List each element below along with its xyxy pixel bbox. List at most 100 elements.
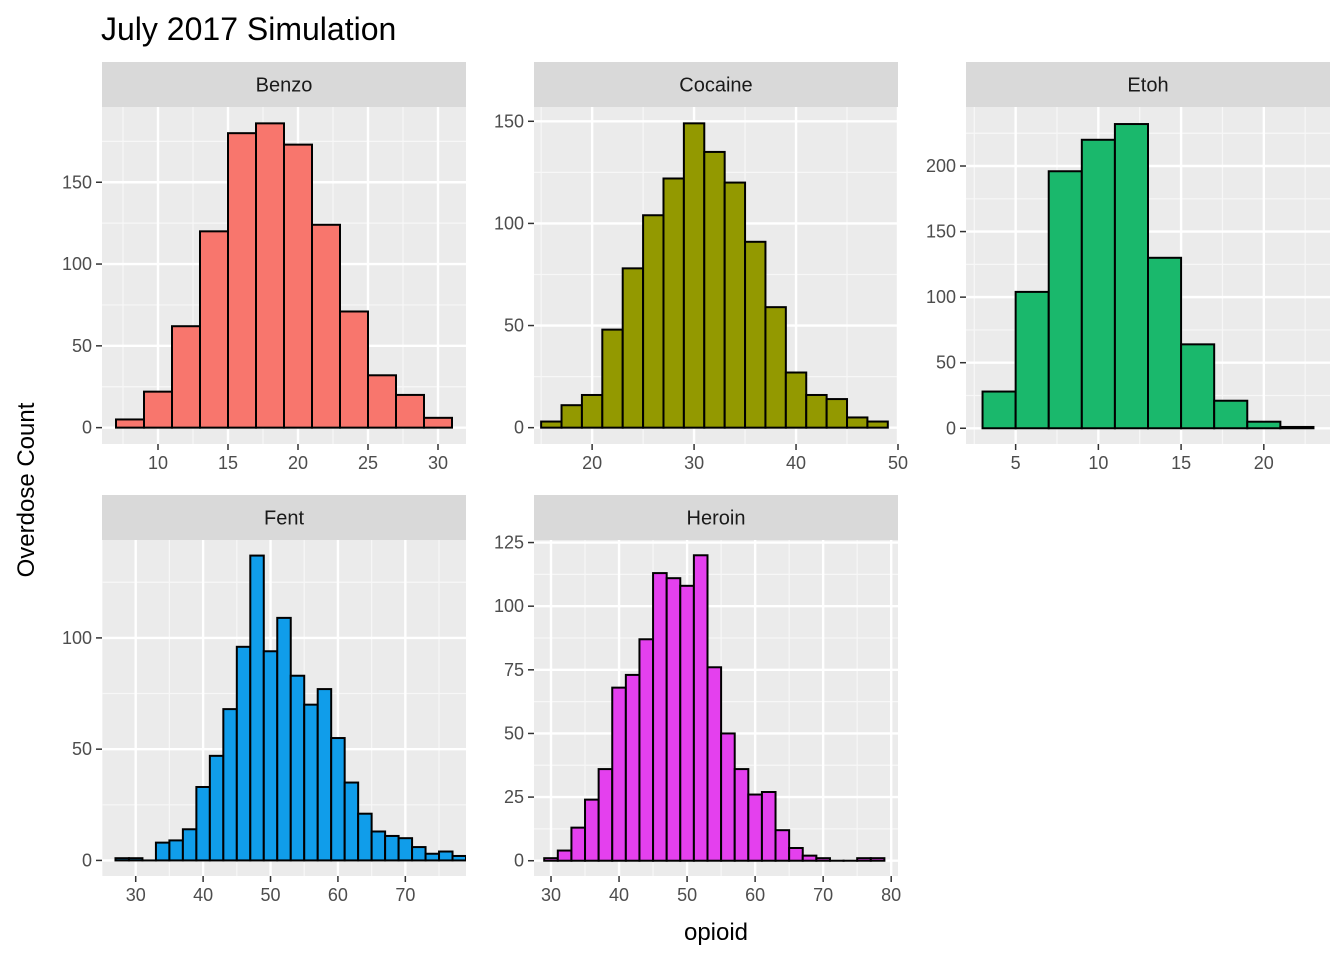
x-tick-label: 40 [786, 453, 806, 473]
y-tick-label: 100 [62, 628, 92, 648]
x-tick-label: 80 [881, 885, 901, 905]
strip-label-fent: Fent [264, 508, 304, 530]
histogram-bar-fent [114, 857, 130, 862]
histogram-bar-heroin [597, 768, 614, 862]
histogram-bar-fent [303, 703, 319, 862]
y-tick-label: 0 [514, 418, 524, 438]
x-tick-label: 20 [582, 453, 602, 473]
x-tick-label: 10 [1088, 453, 1108, 473]
histogram-bar-benzo [283, 143, 313, 429]
x-tick-label: 40 [609, 885, 629, 905]
y-tick-label: 50 [504, 316, 524, 336]
strip-heroin [534, 495, 898, 540]
histogram-bar-heroin [679, 584, 695, 862]
histogram-bar-etoh [1080, 138, 1116, 430]
histogram-bar-fent [262, 650, 279, 862]
histogram-bar-heroin [543, 857, 559, 862]
x-tick-label: 40 [193, 885, 213, 905]
axes-etoh: 0 50 100 150 200 5 10 15 20 [926, 156, 1274, 473]
panel-heroin: Heroin 0 25 50 75 100 125 30 40 50 60 70 80 [494, 495, 901, 905]
histogram-bar-cocaine [703, 150, 726, 429]
histogram-bar-heroin [638, 638, 655, 862]
strip-label-etoh: Etoh [1127, 75, 1168, 97]
y-tick-label: 100 [926, 287, 956, 307]
histogram-bar-cocaine [540, 420, 563, 429]
x-tick-label: 30 [684, 453, 704, 473]
y-tick-label: 50 [72, 739, 92, 759]
histogram-bar-benzo [171, 325, 201, 429]
histogram-bar-benzo [227, 132, 257, 429]
histogram-bar-heroin [584, 798, 600, 862]
histogram-bar-benzo [339, 310, 369, 429]
strip-label-cocaine: Cocaine [679, 75, 752, 97]
histogram-bar-benzo [199, 230, 229, 429]
histogram-bar-etoh [1279, 425, 1315, 430]
histogram-bar-fent [330, 737, 346, 862]
x-tick-label: 30 [541, 885, 561, 905]
y-tick-label: 0 [82, 418, 92, 438]
x-tick-label: 30 [126, 885, 146, 905]
histogram-bar-etoh [1014, 290, 1050, 430]
y-tick-label: 200 [926, 156, 956, 176]
panel-cocaine: Cocaine 0 50 100 150 20 30 40 50 [494, 62, 908, 473]
x-tick-label: 15 [218, 453, 238, 473]
x-tick-label: 60 [745, 885, 765, 905]
y-axis-title: Overdose Count [13, 402, 40, 577]
histogram-bar-heroin [692, 554, 709, 862]
histogram-bar-benzo [423, 416, 453, 429]
histogram-bar-fent [289, 674, 306, 862]
panel-fent: Fent 0 50 100 30 40 50 60 70 [62, 495, 466, 905]
histogram-bar-etoh [1213, 399, 1249, 430]
x-axis-title: opioid [684, 919, 748, 946]
histogram-bar-fent [343, 781, 360, 862]
histogram-bar-cocaine [601, 328, 624, 429]
histogram-bar-heroin [774, 829, 791, 862]
histogram-bar-fent [451, 854, 466, 862]
histogram-bar-heroin [720, 732, 736, 862]
histogram-bar-cocaine [642, 214, 665, 429]
histogram-bar-fent [276, 616, 292, 862]
x-tick-label: 30 [428, 453, 448, 473]
y-tick-label: 100 [494, 213, 524, 233]
y-tick-label: 150 [494, 111, 524, 131]
histogram-bar-benzo [395, 393, 425, 429]
histogram-bar-heroin [706, 666, 723, 862]
histogram-bar-fent [316, 688, 333, 862]
histogram-bar-etoh [1180, 343, 1216, 430]
strip-etoh [966, 62, 1330, 107]
histogram-bar-benzo [115, 418, 145, 429]
histogram-bar-heroin [733, 768, 750, 862]
axes-benzo: 0 50 100 150 10 15 20 25 30 [62, 172, 448, 473]
y-tick-label: 150 [926, 222, 956, 242]
strip-benzo [102, 62, 466, 107]
histogram-bar-cocaine [723, 181, 747, 429]
histogram-bar-cocaine [825, 398, 849, 429]
histogram-bar-etoh [1113, 123, 1149, 430]
panel-benzo: Benzo 0 50 100 150 10 15 20 25 30 [62, 62, 466, 473]
histogram-bar-cocaine [662, 177, 685, 429]
histogram-bar-fent [208, 754, 225, 862]
histogram-bar-heroin [570, 826, 587, 862]
histogram-bar-heroin [869, 857, 886, 862]
histogram-bar-benzo [311, 223, 341, 429]
histogram-bar-cocaine [866, 420, 889, 429]
histogram-bar-fent [411, 846, 427, 862]
y-tick-label: 50 [936, 353, 956, 373]
histogram-bar-heroin [815, 857, 831, 862]
histogram-bar-fent [222, 708, 238, 862]
y-tick-label: 0 [514, 851, 524, 871]
y-tick-label: 0 [946, 418, 956, 438]
histogram-bar-heroin [556, 849, 573, 862]
histogram-bar-fent [235, 645, 252, 862]
histogram-bar-fent [424, 852, 441, 862]
x-tick-label: 10 [148, 453, 168, 473]
histogram-bar-fent [357, 812, 373, 862]
x-tick-label: 25 [358, 453, 378, 473]
axes-heroin: 0 25 50 75 100 125 30 40 50 60 70 80 [494, 533, 901, 905]
histogram-bar-heroin [856, 857, 872, 862]
histogram-bar-fent [154, 841, 171, 862]
histogram-bar-cocaine [560, 404, 583, 429]
histogram-bar-cocaine [621, 267, 645, 429]
